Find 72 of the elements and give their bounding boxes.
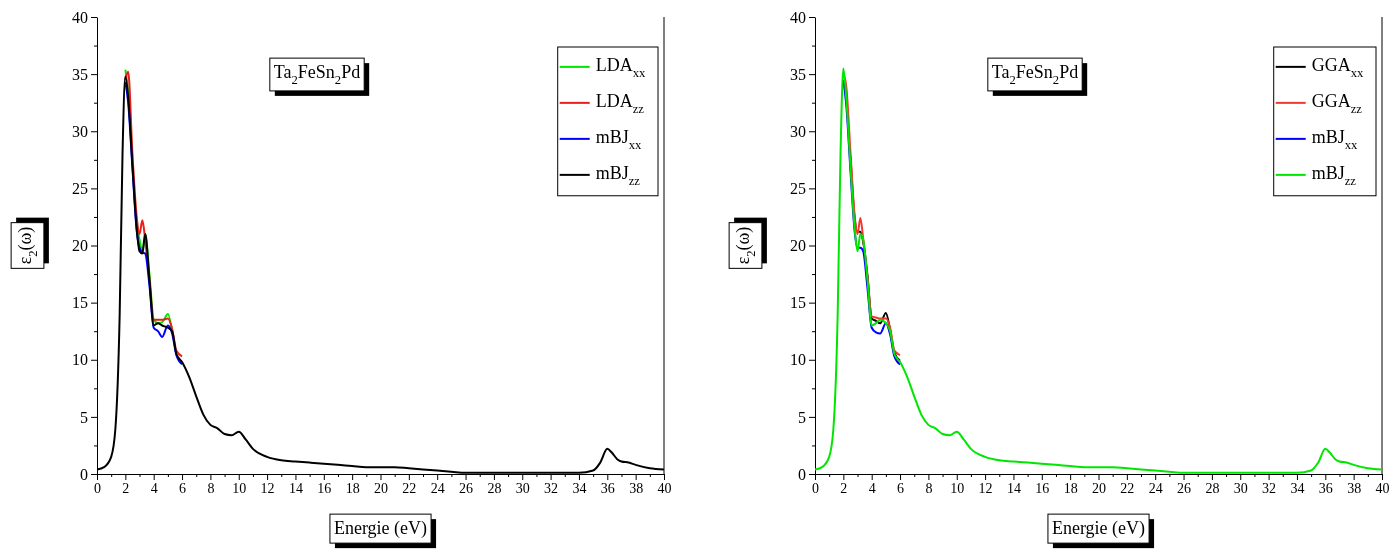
x-tick-label: 30 [515, 480, 530, 496]
y-tick-label: 30 [72, 122, 88, 140]
legend-label: GGA$_{xx}$ [1311, 55, 1364, 80]
y-tick-label: 0 [798, 465, 806, 483]
x-tick-label: 6 [179, 480, 187, 496]
x-tick-label: 14 [1006, 480, 1021, 496]
y-tick-label: 35 [790, 65, 806, 83]
x-tick-label: 30 [1233, 480, 1248, 496]
x-axis-title: Energie (eV) [1051, 518, 1146, 540]
x-tick-label: 24 [1148, 480, 1163, 496]
y-tick-label: 30 [790, 122, 806, 140]
x-tick-label: 36 [1318, 480, 1333, 496]
x-tick-label: 20 [374, 480, 388, 496]
y-tick-label: 20 [72, 237, 88, 255]
x-tick-label: 34 [572, 480, 587, 496]
legend-label: LDA$_{xx}$ [595, 55, 646, 80]
legend-label: mBJ$_{xx}$ [595, 127, 643, 152]
x-tick-label: 14 [288, 480, 303, 496]
x-tick-label: 16 [1035, 480, 1050, 496]
x-tick-label: 40 [1375, 480, 1390, 496]
x-tick-label: 8 [925, 480, 933, 496]
x-tick-label: 38 [1347, 480, 1362, 496]
x-tick-label: 24 [430, 480, 445, 496]
x-tick-label: 22 [402, 480, 417, 496]
x-tick-label: 26 [1177, 480, 1192, 496]
legend-label: mBJ$_{zz}$ [1311, 163, 1357, 188]
x-tick-label: 2 [122, 480, 130, 496]
x-tick-label: 26 [459, 480, 474, 496]
x-tick-label: 10 [950, 480, 965, 496]
y-tick-label: 20 [790, 237, 806, 255]
y-tick-label: 10 [72, 351, 88, 369]
y-tick-label: 25 [72, 179, 88, 197]
legend-label: GGA$_{zz}$ [1311, 91, 1363, 116]
x-tick-label: 38 [629, 480, 644, 496]
x-tick-label: 2 [840, 480, 848, 496]
x-tick-label: 0 [94, 480, 101, 496]
x-tick-label: 22 [1120, 480, 1135, 496]
x-tick-label: 10 [232, 480, 247, 496]
x-tick-label: 12 [260, 480, 275, 496]
x-tick-label: 0 [812, 480, 819, 496]
y-tick-label: 40 [72, 8, 88, 26]
x-tick-label: 40 [657, 480, 672, 496]
x-tick-label: 16 [317, 480, 332, 496]
y-tick-label: 15 [790, 294, 806, 312]
y-tick-label: 15 [72, 294, 88, 312]
x-tick-label: 32 [1262, 480, 1277, 496]
legend-label: LDA$_{zz}$ [595, 91, 645, 116]
x-axis-title: Energie (eV) [333, 518, 428, 540]
x-tick-label: 4 [868, 480, 876, 496]
annotation: Ta$_{2}$FeSn$_{2}$Pd [991, 62, 1079, 87]
x-tick-label: 4 [150, 480, 158, 496]
y-tick-label: 10 [790, 351, 806, 369]
legend-label: mBJ$_{zz}$ [595, 163, 641, 188]
x-tick-label: 18 [345, 480, 360, 496]
x-tick-label: 12 [978, 480, 993, 496]
legend-label: mBJ$_{xx}$ [1311, 127, 1359, 152]
x-tick-label: 28 [487, 480, 502, 496]
y-tick-label: 40 [790, 8, 806, 26]
y-tick-label: 35 [72, 65, 88, 83]
x-tick-label: 20 [1092, 480, 1106, 496]
y-tick-label: 25 [790, 179, 806, 197]
x-tick-label: 18 [1063, 480, 1078, 496]
x-tick-label: 6 [897, 480, 905, 496]
y-tick-label: 5 [798, 408, 806, 426]
annotation: Ta$_{2}$FeSn$_{2}$Pd [273, 62, 361, 87]
x-tick-label: 28 [1205, 480, 1220, 496]
x-tick-label: 32 [544, 480, 559, 496]
y-tick-label: 0 [80, 465, 88, 483]
x-tick-label: 8 [207, 480, 215, 496]
y-tick-label: 5 [80, 408, 88, 426]
x-tick-label: 36 [600, 480, 615, 496]
x-tick-label: 34 [1290, 480, 1305, 496]
